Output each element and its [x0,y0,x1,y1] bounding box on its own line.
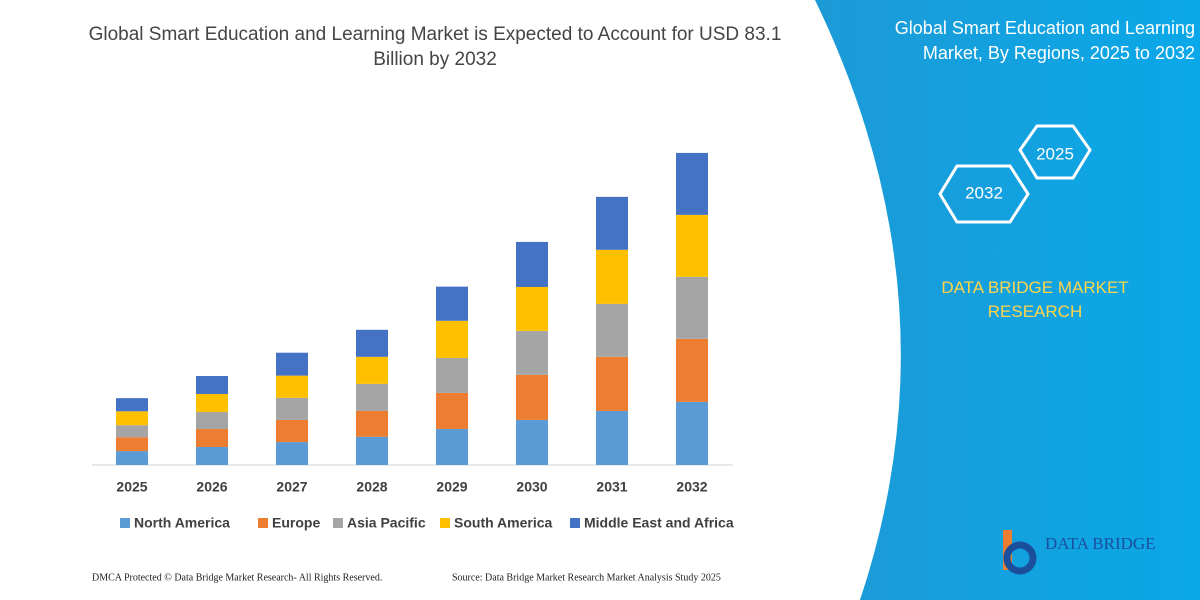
bar-segment [276,397,308,420]
bar-segment [516,374,548,420]
footer-right: Source: Data Bridge Market Research Mark… [452,572,721,583]
bar-segment [676,401,708,465]
x-tick-label: 2026 [196,479,227,495]
bar-segment [436,428,468,465]
legend-swatch [333,518,343,528]
bar-segment [436,320,468,358]
x-tick-label: 2025 [116,479,147,495]
bar-segment [436,357,468,393]
bar-segment [516,419,548,465]
bar-segment [436,286,468,321]
bar-segment [116,437,148,452]
legend-label: South America [454,515,552,531]
bar-segment [196,446,228,465]
x-tick-label: 2032 [676,479,707,495]
x-tick-label: 2031 [596,479,627,495]
bar-segment [196,375,228,395]
bar-segment [436,392,468,429]
bar-segment [596,196,628,250]
bar-segment [356,329,388,357]
bar-segment [116,411,148,426]
footer-left: DMCA Protected © Data Bridge Market Rese… [92,572,382,583]
panel-title: Global Smart Education and Learning Mark… [894,18,1195,63]
bar-segment [596,303,628,357]
bar-segment [596,410,628,465]
bar-segment [116,398,148,412]
x-tick-label: 2028 [356,479,387,495]
legend-label: North America [134,515,230,531]
logo-text: DATA BRIDGE [1045,534,1156,553]
legend-swatch [570,518,580,528]
bar-segment [516,241,548,287]
bar-segment [516,330,548,375]
bar-segment [676,214,708,277]
bar-segment [276,442,308,465]
bar-segment [276,419,308,443]
bar-segment [116,425,148,438]
x-tick-label: 2027 [276,479,307,495]
legend-label: Europe [272,515,320,531]
bar-segment [356,356,388,384]
x-tick-label: 2029 [436,479,467,495]
bar-segment [276,375,308,398]
bar-segment [676,338,708,402]
legend-swatch [258,518,268,528]
bar-segment [676,152,708,215]
legend-swatch [120,518,130,528]
brand: DATA BRIDGE MARKET RESEARCH [941,278,1129,321]
bar-segment [276,352,308,376]
legend-label: Middle East and Africa [584,515,734,531]
x-tick-label: 2030 [516,479,547,495]
bar-segment [116,451,148,465]
bar-segment [596,356,628,411]
bar-segment [196,428,228,447]
chart-title: Global Smart Education and Learning Mark… [88,24,782,70]
bar-segment [196,412,228,429]
legend-label: Asia Pacific [347,515,426,531]
bar-segment [596,249,628,304]
legend-swatch [440,518,450,528]
logo [1003,530,1037,575]
hexagon-label: 2025 [1036,144,1074,163]
bar-segment [196,394,228,413]
hexagon-label: 2032 [965,183,1003,202]
side-panel [815,0,1200,600]
bar-segment [516,286,548,331]
hexagons [938,124,1092,224]
bar-segment [356,410,388,437]
bar-segment [356,436,388,465]
bar-segment [676,276,708,339]
bar-segment [356,383,388,411]
